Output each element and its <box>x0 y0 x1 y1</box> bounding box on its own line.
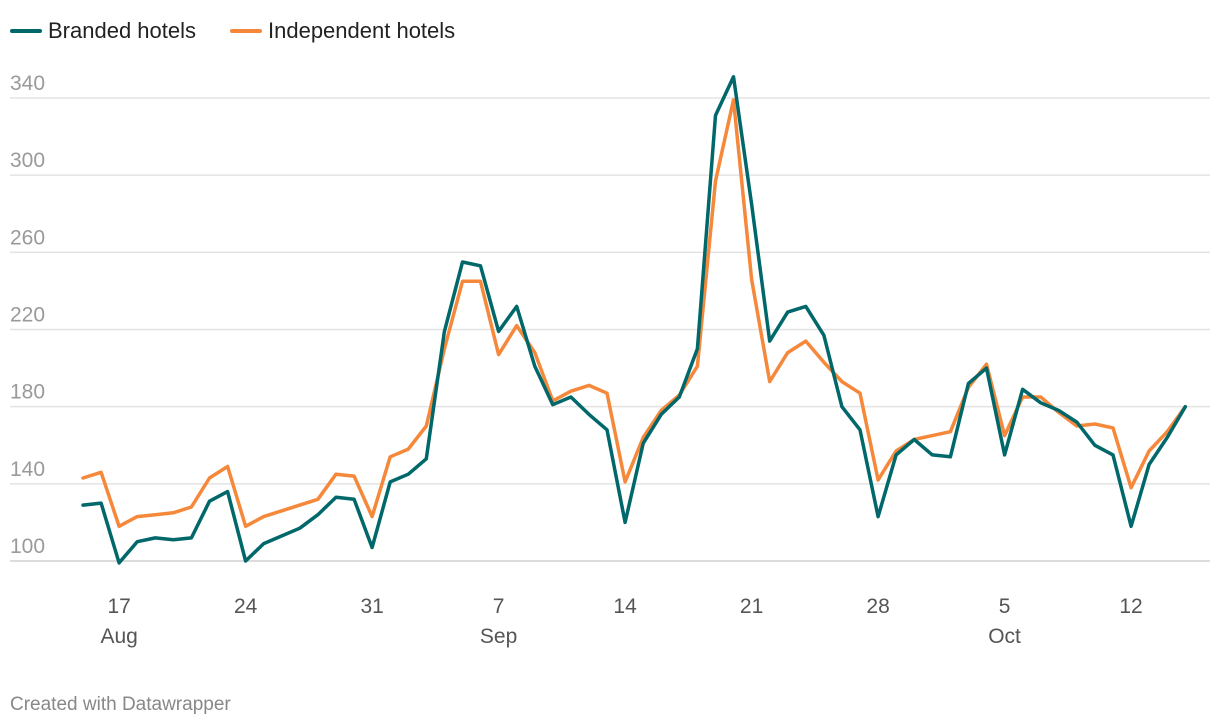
x-month-label: Oct <box>988 625 1021 648</box>
legend-label-independent: Independent hotels <box>268 18 455 43</box>
footer-credit: Created with Datawrapper <box>10 694 231 715</box>
x-tick-label: 17 <box>107 595 130 618</box>
grid-lines <box>10 97 1210 562</box>
y-tick-label: 140 <box>10 458 45 481</box>
x-tick-label: 28 <box>866 595 889 618</box>
y-axis-ticks: 100 140 180 220 260 300 340 <box>10 72 45 558</box>
y-tick-label: 180 <box>10 381 45 404</box>
x-tick-label: 31 <box>360 595 383 618</box>
y-tick-label: 300 <box>10 149 45 172</box>
y-tick-label: 220 <box>10 304 45 327</box>
x-tick-label: 7 <box>493 595 505 618</box>
x-month-label: Sep <box>480 625 517 648</box>
x-month-label: Aug <box>100 625 137 648</box>
series-lines <box>81 75 1188 565</box>
series-line-branded <box>81 75 1188 565</box>
x-axis-ticks: 17 Aug 24 31 7 Sep 14 21 28 5 Oct 12 <box>100 595 1142 648</box>
legend: Branded hotels Independent hotels <box>10 18 455 43</box>
x-tick-label: 24 <box>234 595 258 618</box>
x-tick-label: 5 <box>999 595 1011 618</box>
y-tick-label: 100 <box>10 535 45 558</box>
y-tick-label: 340 <box>10 72 45 95</box>
legend-label-branded: Branded hotels <box>48 18 196 43</box>
x-tick-label: 12 <box>1119 595 1142 618</box>
y-tick-label: 260 <box>10 226 45 249</box>
series-line-independent <box>81 98 1188 529</box>
x-tick-label: 21 <box>740 595 763 618</box>
x-tick-label: 14 <box>613 595 637 618</box>
